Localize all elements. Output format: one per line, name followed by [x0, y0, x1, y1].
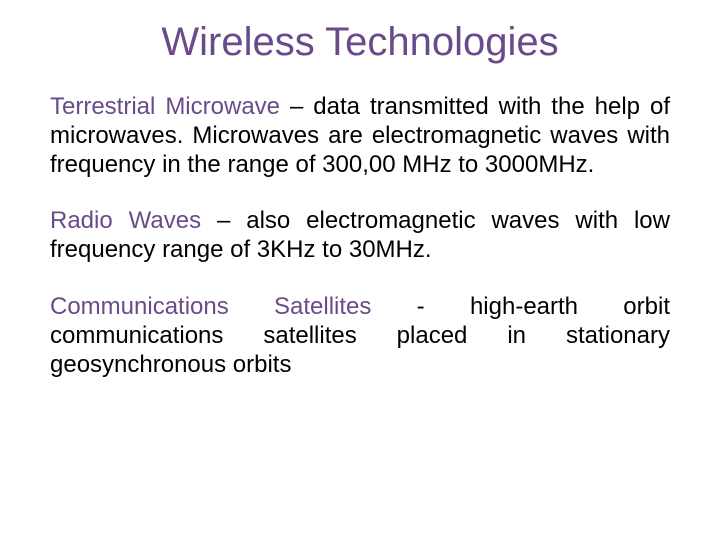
- slide: Wireless Technologies Terrestrial Microw…: [0, 0, 720, 540]
- paragraph-radio: Radio Waves – also electromagnetic waves…: [50, 207, 670, 265]
- term-satellites: Communications Satellites: [50, 293, 371, 320]
- paragraph-satellites: Communications Satellites - high-earth o…: [50, 293, 670, 379]
- slide-title: Wireless Technologies: [50, 20, 670, 65]
- term-terrestrial: Terrestrial Microwave: [50, 93, 280, 120]
- paragraph-terrestrial: Terrestrial Microwave – data transmitted…: [50, 93, 670, 179]
- term-radio: Radio Waves: [50, 207, 201, 234]
